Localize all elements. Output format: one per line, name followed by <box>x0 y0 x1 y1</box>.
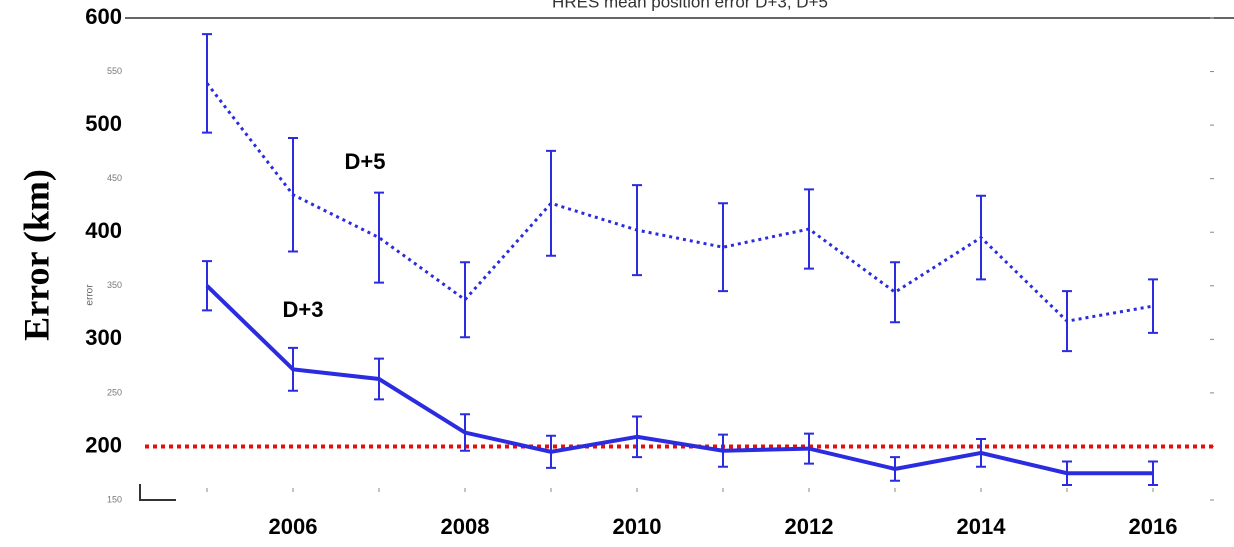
x-tick-label: 2012 <box>785 514 834 539</box>
error-bar <box>976 194 986 281</box>
y-tick-label: 550 <box>107 66 122 76</box>
y-tick-label: 400 <box>85 218 122 243</box>
chart-title: HRES mean position error D+3, D+5 <box>552 0 828 11</box>
x-tick-label: 2008 <box>441 514 490 539</box>
error-bar <box>374 357 384 401</box>
series-label: D+5 <box>345 149 386 174</box>
error-bar <box>890 261 900 324</box>
series-label: D+3 <box>283 297 324 322</box>
y-tick-label: 150 <box>107 494 122 504</box>
error-bar <box>804 432 814 465</box>
error-bar <box>718 202 728 293</box>
y-tick-label: 250 <box>107 387 122 397</box>
error-bar <box>976 437 986 468</box>
x-tick-label: 2006 <box>269 514 318 539</box>
error-bar <box>202 260 212 312</box>
error-bar <box>546 434 556 469</box>
error-bar <box>202 33 212 134</box>
error-bar <box>632 415 642 459</box>
error-bar <box>804 188 814 270</box>
axis-corner <box>139 484 176 501</box>
error-bar <box>1062 290 1072 353</box>
error-bar <box>288 346 298 392</box>
y-axis-label: Error (km) <box>16 169 56 341</box>
y-tick-label: 200 <box>85 432 122 457</box>
x-tick-label: 2014 <box>957 514 1007 539</box>
x-tick-label: 2016 <box>1129 514 1178 539</box>
error-bar <box>460 413 470 452</box>
y-tick-label: 600 <box>85 4 122 29</box>
error-bar <box>288 136 298 253</box>
error-bar <box>460 261 470 339</box>
error-bar <box>546 149 556 257</box>
y-axis-label-small: error <box>85 284 96 306</box>
y-tick-label: 300 <box>85 325 122 350</box>
y-tick-label: 350 <box>107 280 122 290</box>
series-line <box>205 284 1153 476</box>
error-bar <box>1062 460 1072 487</box>
y-tick-label: 450 <box>107 173 122 183</box>
error-bar <box>632 184 642 277</box>
error-bar <box>1148 460 1158 487</box>
error-bar <box>890 456 900 482</box>
series-line <box>205 82 1154 323</box>
error-bar <box>718 433 728 468</box>
error-bar <box>1148 278 1158 334</box>
y-tick-label: 500 <box>85 111 122 136</box>
x-tick-label: 2010 <box>613 514 662 539</box>
error-bar <box>374 191 384 284</box>
